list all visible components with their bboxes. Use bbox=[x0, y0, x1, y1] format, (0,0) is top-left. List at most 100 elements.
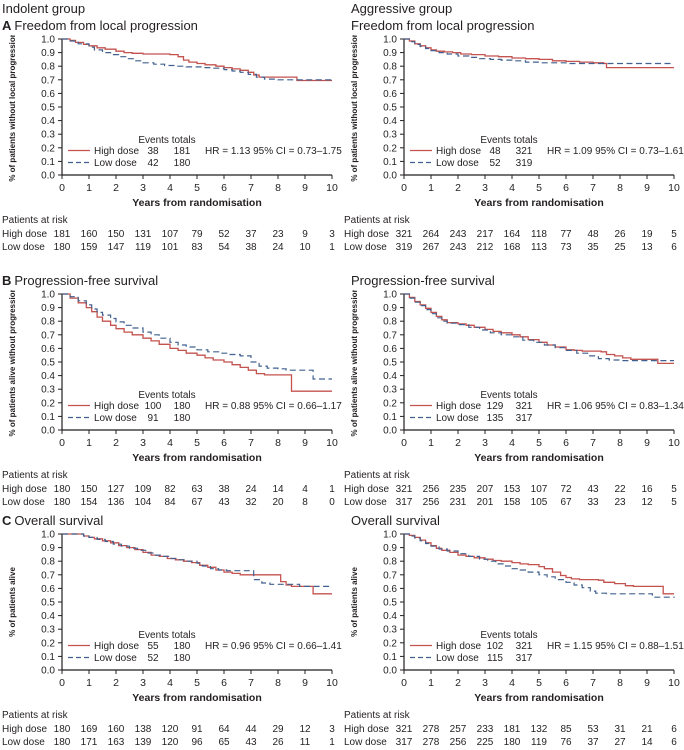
at-risk-count: 77 bbox=[560, 229, 572, 240]
survival-plot: 1.0 0.9 0.8 0.7 0.6 0.5 0.4 0.3 0.2 0.1 0.0 0 1 2 3 4 5 6… bbox=[342, 530, 684, 708]
at-risk-count: 180 bbox=[503, 737, 521, 748]
at-risk-count: 52 bbox=[218, 229, 230, 240]
y-tick-label: 0.8 bbox=[383, 317, 397, 328]
x-tick-label: 0 bbox=[401, 437, 407, 449]
panel-title-text: Overall survival bbox=[351, 513, 440, 528]
at-risk-count: 109 bbox=[134, 484, 152, 495]
hazard-ratio-text: HR = 1.09 95% CI = 0.73–1.61 bbox=[547, 146, 684, 157]
hazard-ratio-text: HR = 0.88 95% CI = 0.66–1.17 bbox=[205, 401, 342, 412]
panel-title: A Freedom from local progression bbox=[0, 17, 342, 35]
at-risk-table: Patients at risk High dose 321 278 257 233 181… bbox=[342, 710, 684, 750]
at-risk-count: 118 bbox=[531, 229, 547, 240]
at-risk-count: 48 bbox=[587, 229, 599, 240]
x-tick-label: 5 bbox=[536, 182, 542, 194]
high-dose-curve bbox=[62, 533, 332, 595]
x-tick-label: 9 bbox=[644, 677, 650, 689]
at-risk-count: 72 bbox=[560, 484, 572, 495]
low-dose-events: 115 bbox=[487, 653, 503, 664]
panel-title: Freedom from local progression bbox=[342, 17, 684, 35]
at-risk-count: 73 bbox=[560, 242, 572, 253]
hazard-ratio-text: HR = 1.13 95% CI = 0.73–1.75 bbox=[205, 146, 342, 157]
high-dose-events: 48 bbox=[489, 146, 501, 157]
y-tick-label: 0.8 bbox=[383, 62, 397, 73]
at-risk-count: 139 bbox=[134, 737, 152, 748]
at-risk-count: 136 bbox=[107, 497, 125, 508]
high-dose-events: 55 bbox=[147, 641, 159, 652]
y-tick-label: 0.6 bbox=[383, 344, 397, 355]
y-tick-label: 0.6 bbox=[41, 344, 55, 355]
x-tick-label: 10 bbox=[326, 677, 338, 689]
at-risk-high-dose-label: High dose bbox=[344, 229, 390, 240]
x-tick-label: 9 bbox=[644, 182, 650, 194]
at-risk-count: 6 bbox=[671, 737, 677, 748]
high-dose-events: 129 bbox=[487, 401, 504, 412]
at-risk-table: Patients at risk High dose 180 150 127 109 82 6… bbox=[0, 470, 342, 510]
at-risk-count: 120 bbox=[161, 724, 179, 735]
y-tick-label: 0.7 bbox=[41, 570, 55, 581]
low-dose-legend-label: Low dose bbox=[436, 158, 479, 169]
at-risk-count: 67 bbox=[560, 497, 572, 508]
events-totals-header: Events totals bbox=[480, 135, 537, 146]
at-risk-count: 24 bbox=[245, 484, 257, 495]
high-dose-total: 180 bbox=[174, 641, 191, 652]
y-tick-label: 0.6 bbox=[41, 584, 55, 595]
at-risk-count: 105 bbox=[530, 497, 548, 508]
at-risk-count: 321 bbox=[395, 724, 413, 735]
low-dose-curve bbox=[404, 293, 674, 362]
x-tick-label: 5 bbox=[536, 437, 542, 449]
y-tick-label: 0.7 bbox=[383, 330, 397, 341]
x-tick-label: 7 bbox=[590, 437, 596, 449]
at-risk-count: 317 bbox=[395, 497, 413, 508]
at-risk-count: 79 bbox=[191, 229, 203, 240]
at-risk-count: 319 bbox=[395, 242, 413, 253]
x-tick-label: 0 bbox=[59, 677, 65, 689]
at-risk-title: Patients at risk bbox=[344, 470, 410, 481]
y-tick-label: 0.3 bbox=[383, 130, 397, 141]
at-risk-count: 256 bbox=[422, 484, 440, 495]
x-tick-label: 8 bbox=[275, 677, 281, 689]
at-risk-title: Patients at risk bbox=[2, 215, 68, 226]
panel-aggressive-local-progression: Aggressive group Freedom from local prog… bbox=[342, 0, 684, 255]
low-dose-total: 180 bbox=[174, 158, 191, 169]
high-dose-curve bbox=[62, 293, 332, 392]
at-risk-count: 181 bbox=[503, 724, 521, 735]
y-tick-label: 0.4 bbox=[383, 371, 397, 382]
at-risk-count: 22 bbox=[614, 484, 626, 495]
x-axis-label: Years from randomisation bbox=[132, 197, 262, 209]
y-tick-label: 0.9 bbox=[383, 543, 397, 554]
at-risk-count: 131 bbox=[134, 229, 152, 240]
y-tick-label: 0.3 bbox=[383, 625, 397, 636]
at-risk-count: 76 bbox=[560, 737, 572, 748]
y-axis-label: % of patients alive bbox=[350, 567, 359, 637]
x-tick-label: 6 bbox=[221, 677, 227, 689]
panel-title: Overall survival bbox=[342, 512, 684, 530]
at-risk-count: 29 bbox=[272, 724, 284, 735]
x-tick-label: 6 bbox=[221, 182, 227, 194]
at-risk-count: 150 bbox=[80, 484, 98, 495]
survival-plot-svg: 1.0 0.9 0.8 0.7 0.6 0.5 0.4 0.3 0.2 0.1 0.0 0 1 2 3 4 5 6… bbox=[350, 290, 684, 464]
x-tick-label: 9 bbox=[302, 437, 308, 449]
y-tick-label: 1.0 bbox=[41, 290, 55, 301]
at-risk-count: 243 bbox=[449, 229, 467, 240]
panel-indolent-local-progression: Indolent group A Freedom from local progr… bbox=[0, 0, 342, 255]
group-header-aggressive: Aggressive group bbox=[351, 1, 453, 16]
high-dose-curve bbox=[404, 533, 674, 595]
x-tick-label: 5 bbox=[536, 677, 542, 689]
group-header-indolent: Indolent group bbox=[2, 1, 86, 16]
high-dose-total: 181 bbox=[174, 146, 191, 157]
at-risk-count: 64 bbox=[218, 724, 230, 735]
y-tick-label: 0.9 bbox=[383, 303, 397, 314]
survival-plot-svg: 1.0 0.9 0.8 0.7 0.6 0.5 0.4 0.3 0.2 0.1 0.0 0 1 2 3 4 5 6… bbox=[350, 530, 684, 704]
low-dose-events: 135 bbox=[487, 413, 504, 424]
at-risk-count: 13 bbox=[641, 242, 653, 253]
y-tick-label: 0.7 bbox=[383, 75, 397, 86]
at-risk-count: 207 bbox=[476, 484, 494, 495]
low-dose-legend-label: Low dose bbox=[94, 413, 137, 424]
x-axis-label: Years from randomisation bbox=[474, 692, 604, 704]
low-dose-total: 317 bbox=[516, 653, 533, 664]
x-tick-label: 7 bbox=[248, 437, 254, 449]
x-tick-label: 10 bbox=[326, 182, 338, 194]
high-dose-events: 100 bbox=[145, 401, 162, 412]
at-risk-count: 138 bbox=[134, 724, 152, 735]
at-risk-count: 54 bbox=[218, 242, 230, 253]
